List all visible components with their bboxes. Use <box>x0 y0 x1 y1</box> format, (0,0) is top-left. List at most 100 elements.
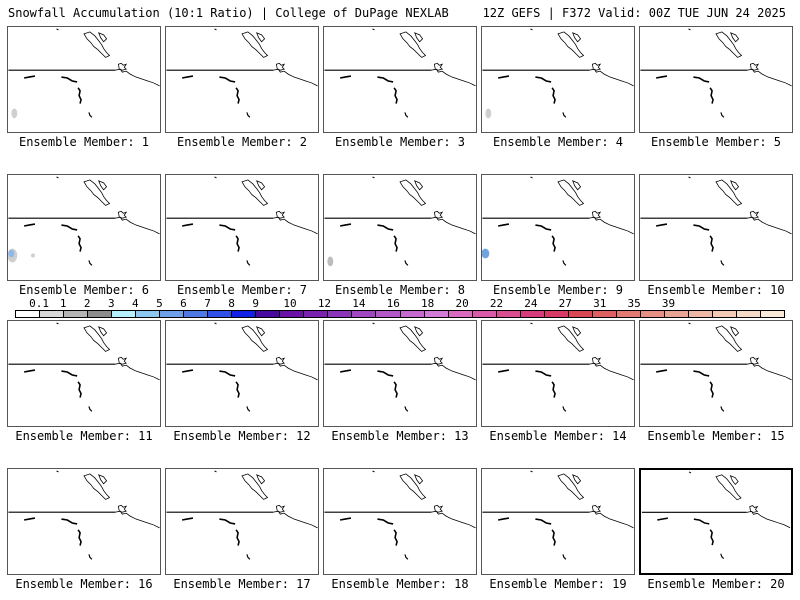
basemap-outline <box>482 322 634 412</box>
ensemble-map-panel <box>7 174 161 281</box>
colorbar-segment <box>424 311 449 317</box>
ensemble-map-panel <box>165 468 319 575</box>
colorbar-tick-label: 18 <box>421 297 435 310</box>
basemap-outline <box>482 470 634 560</box>
ensemble-member-label: Ensemble Member: 2 <box>176 135 308 149</box>
ensemble-map-panel <box>323 174 477 281</box>
colorbar-tick-label: 39 <box>661 297 676 310</box>
colorbar-tick-label: 1 <box>59 297 67 310</box>
basemap-outline <box>640 322 792 412</box>
ensemble-member-label: Ensemble Member: 4 <box>492 135 624 149</box>
colorbar-segment <box>664 311 689 317</box>
ensemble-map-panel <box>481 320 635 427</box>
colorbar-tick-label: 9 <box>252 297 259 310</box>
colorbar-segment <box>208 311 233 317</box>
colorbar-segment <box>280 311 305 317</box>
colorbar-segment <box>160 311 185 317</box>
basemap-outline <box>324 322 476 412</box>
colorbar-segment <box>640 311 665 317</box>
colorbar-tick-label: 3 <box>107 297 115 310</box>
ensemble-map-panel <box>639 320 793 427</box>
ensemble-member-label: Ensemble Member: 9 <box>492 283 624 297</box>
ensemble-member-label: Ensemble Member: 3 <box>334 135 466 149</box>
ensemble-member-label: Ensemble Member: 17 <box>173 577 311 591</box>
ensemble-member-label: Ensemble Member: 15 <box>647 429 785 443</box>
colorbar-segment <box>760 311 784 317</box>
colorbar-tick-label: 6 <box>180 297 187 310</box>
ensemble-member-label: Ensemble Member: 11 <box>15 429 153 443</box>
colorbar-tick-label: 35 <box>627 297 641 310</box>
basemap-outline <box>640 28 792 118</box>
ensemble-map-panel <box>7 468 161 575</box>
ensemble-map-panel <box>323 320 477 427</box>
ensemble-map-panel <box>165 26 319 133</box>
colorbar-tick-label: 22 <box>489 297 504 310</box>
ensemble-map-panel <box>639 174 793 281</box>
colorbar-segment <box>136 311 161 317</box>
colorbar-segment <box>328 311 353 317</box>
ensemble-map-panel <box>165 320 319 427</box>
colorbar-tick-label: 24 <box>524 297 538 310</box>
basemap-outline <box>641 471 791 559</box>
colorbar-tick-label: 12 <box>317 297 332 310</box>
ensemble-member-label: Ensemble Member: 5 <box>650 135 782 149</box>
ensemble-member-label: Ensemble Member: 7 <box>176 283 308 297</box>
colorbar-segment <box>520 311 545 317</box>
basemap-outline <box>8 28 160 119</box>
colorbar-segment <box>112 311 137 317</box>
basemap-outline <box>324 176 476 267</box>
ensemble-map-panel <box>7 320 161 427</box>
basemap-outline <box>324 470 476 560</box>
basemap-outline <box>8 322 160 412</box>
colorbar-segment <box>88 311 113 317</box>
basemap-outline <box>640 176 792 266</box>
ensemble-member-label: Ensemble Member: 10 <box>647 283 785 297</box>
colorbar-tick-label: 7 <box>204 297 211 310</box>
colorbar-segment <box>496 311 521 317</box>
colorbar-tick-label: 0.1 <box>29 297 49 310</box>
colorbar-tick-label: 4 <box>132 297 139 310</box>
colorbar-segment <box>448 311 473 317</box>
ensemble-map-panel <box>323 26 477 133</box>
basemap-outline <box>8 176 160 266</box>
ensemble-map-panel <box>165 174 319 281</box>
ensemble-map-panel <box>323 468 477 575</box>
colorbar-tick-label: 31 <box>593 297 607 310</box>
colorbar-segment <box>472 311 497 317</box>
colorbar-segment <box>736 311 761 317</box>
colorbar-tick-label: 5 <box>156 297 163 310</box>
colorbar-segment <box>352 311 377 317</box>
ensemble-map-panel <box>639 26 793 133</box>
colorbar-tick-label: 20 <box>455 297 469 310</box>
colorbar-segment <box>568 311 593 317</box>
colorbar-segment <box>184 311 209 317</box>
colorbar-tick-label: 10 <box>283 297 297 310</box>
colorbar-segment <box>376 311 401 317</box>
basemap-outline <box>166 176 318 266</box>
ensemble-member-label: Ensemble Member: 14 <box>489 429 627 443</box>
colorbar-tick-label: 16 <box>386 297 400 310</box>
ensemble-member-label: Ensemble Member: 16 <box>15 577 153 591</box>
colorbar-tick-label: 27 <box>558 297 572 310</box>
colorbar-segment <box>592 311 617 317</box>
basemap-outline <box>166 470 318 560</box>
ensemble-map-panel <box>481 468 635 575</box>
colorbar-segment <box>232 311 257 317</box>
colorbar-segment <box>400 311 425 317</box>
colorbar-segment <box>616 311 641 317</box>
ensemble-member-label: Ensemble Member: 12 <box>173 429 311 443</box>
colorbar-segment <box>16 311 41 317</box>
colorbar <box>15 310 785 318</box>
ensemble-member-label: Ensemble Member: 6 <box>18 283 150 297</box>
basemap-outline <box>166 322 318 412</box>
map-title: Snowfall Accumulation (10:1 Ratio) | Col… <box>8 6 449 20</box>
basemap-outline <box>8 470 160 560</box>
colorbar-tick-label: 8 <box>228 297 235 310</box>
ensemble-map-panel <box>481 174 635 281</box>
colorbar-segment <box>256 311 281 317</box>
colorbar-segment <box>712 311 737 317</box>
colorbar-tick-label: 14 <box>352 297 366 310</box>
colorbar-segment <box>544 311 569 317</box>
ensemble-map-panel <box>481 26 635 133</box>
colorbar-tick-label: 2 <box>83 297 91 310</box>
